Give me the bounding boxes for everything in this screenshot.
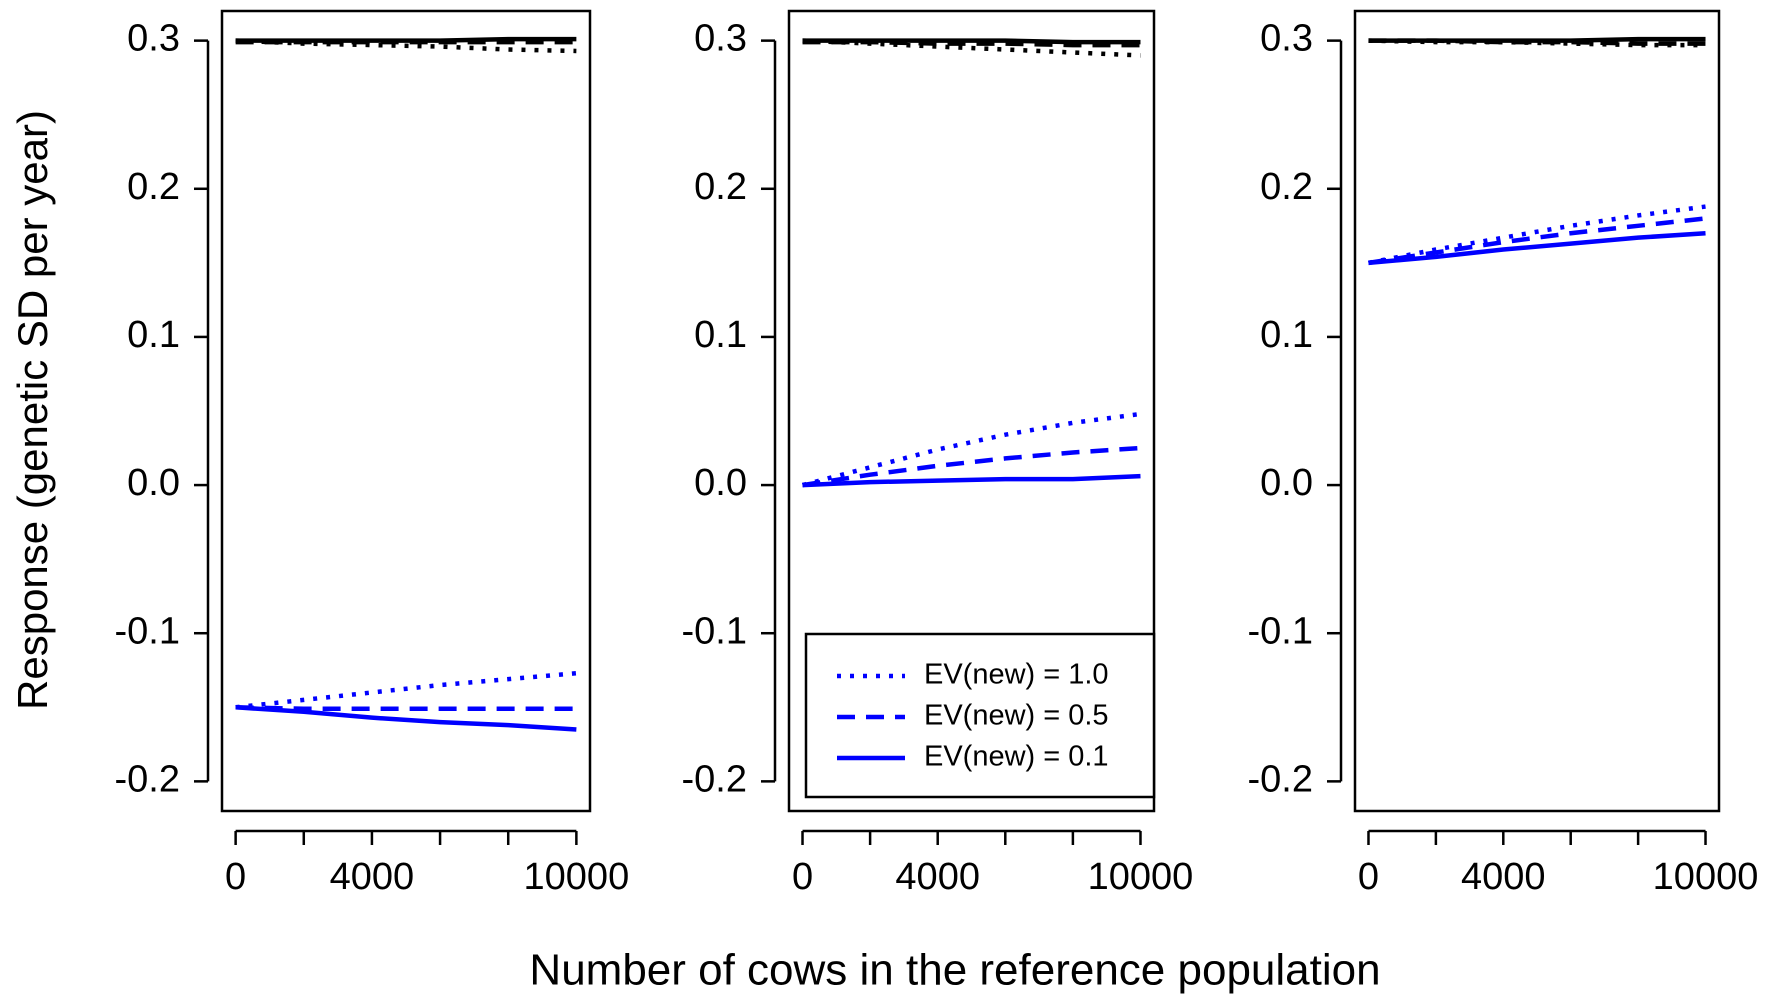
x-tick-label: 10000	[524, 856, 630, 898]
y-tick-label: -0.2	[682, 758, 747, 800]
y-tick-label: 0.2	[1260, 166, 1313, 208]
series-line	[1368, 230, 1706, 266]
x-tick-label: 0	[792, 856, 813, 898]
y-tick-label: -0.2	[1248, 758, 1313, 800]
y-tick-label: 0.3	[1260, 18, 1313, 60]
y-tick-label: -0.1	[1248, 610, 1313, 652]
y-tick-label: 0.0	[1260, 462, 1313, 504]
series-line	[802, 38, 1141, 45]
series-line	[235, 36, 577, 43]
y-tick-label: -0.1	[682, 610, 747, 652]
series-line	[235, 38, 577, 54]
y-tick-label: 0.3	[127, 18, 180, 60]
series-line	[1368, 36, 1706, 43]
legend-label: EV(new) = 0.1	[924, 741, 1109, 773]
legend-label: EV(new) = 1.0	[924, 659, 1109, 691]
x-tick-label: 4000	[895, 856, 980, 898]
y-tick-label: -0.2	[115, 758, 180, 800]
series-line	[801, 411, 1141, 488]
x-tick-label: 10000	[1653, 856, 1759, 898]
y-tick-label: 0.1	[694, 314, 747, 356]
series-line	[235, 705, 577, 732]
plot-frame	[1353, 9, 1721, 813]
x-tick-label: 10000	[1088, 856, 1194, 898]
y-tick-label: 0.1	[127, 314, 180, 356]
x-tick-label: 0	[225, 856, 246, 898]
y-tick-label: 0.2	[127, 166, 180, 208]
series-line	[1368, 204, 1706, 266]
x-tick-label: 4000	[330, 856, 415, 898]
y-tick-label: 0.0	[694, 462, 747, 504]
x-axis-label: Number of cows in the reference populati…	[529, 946, 1380, 995]
legend-box	[804, 632, 1156, 799]
plot-frame	[220, 9, 592, 813]
legend-label: EV(new) = 0.5	[924, 700, 1109, 732]
plot-frame	[787, 9, 1156, 813]
y-tick-label: 0.2	[694, 166, 747, 208]
x-tick-label: 4000	[1461, 856, 1546, 898]
y-axis-label: Response (genetic SD per year)	[9, 110, 56, 710]
series-line	[802, 473, 1141, 488]
y-tick-label: 0.1	[1260, 314, 1313, 356]
x-tick-label: 0	[1358, 856, 1379, 898]
series-line	[802, 38, 1141, 58]
y-tick-label: 0.0	[127, 462, 180, 504]
y-tick-label: 0.3	[694, 18, 747, 60]
y-tick-label: -0.1	[115, 610, 180, 652]
series-line	[235, 670, 577, 710]
